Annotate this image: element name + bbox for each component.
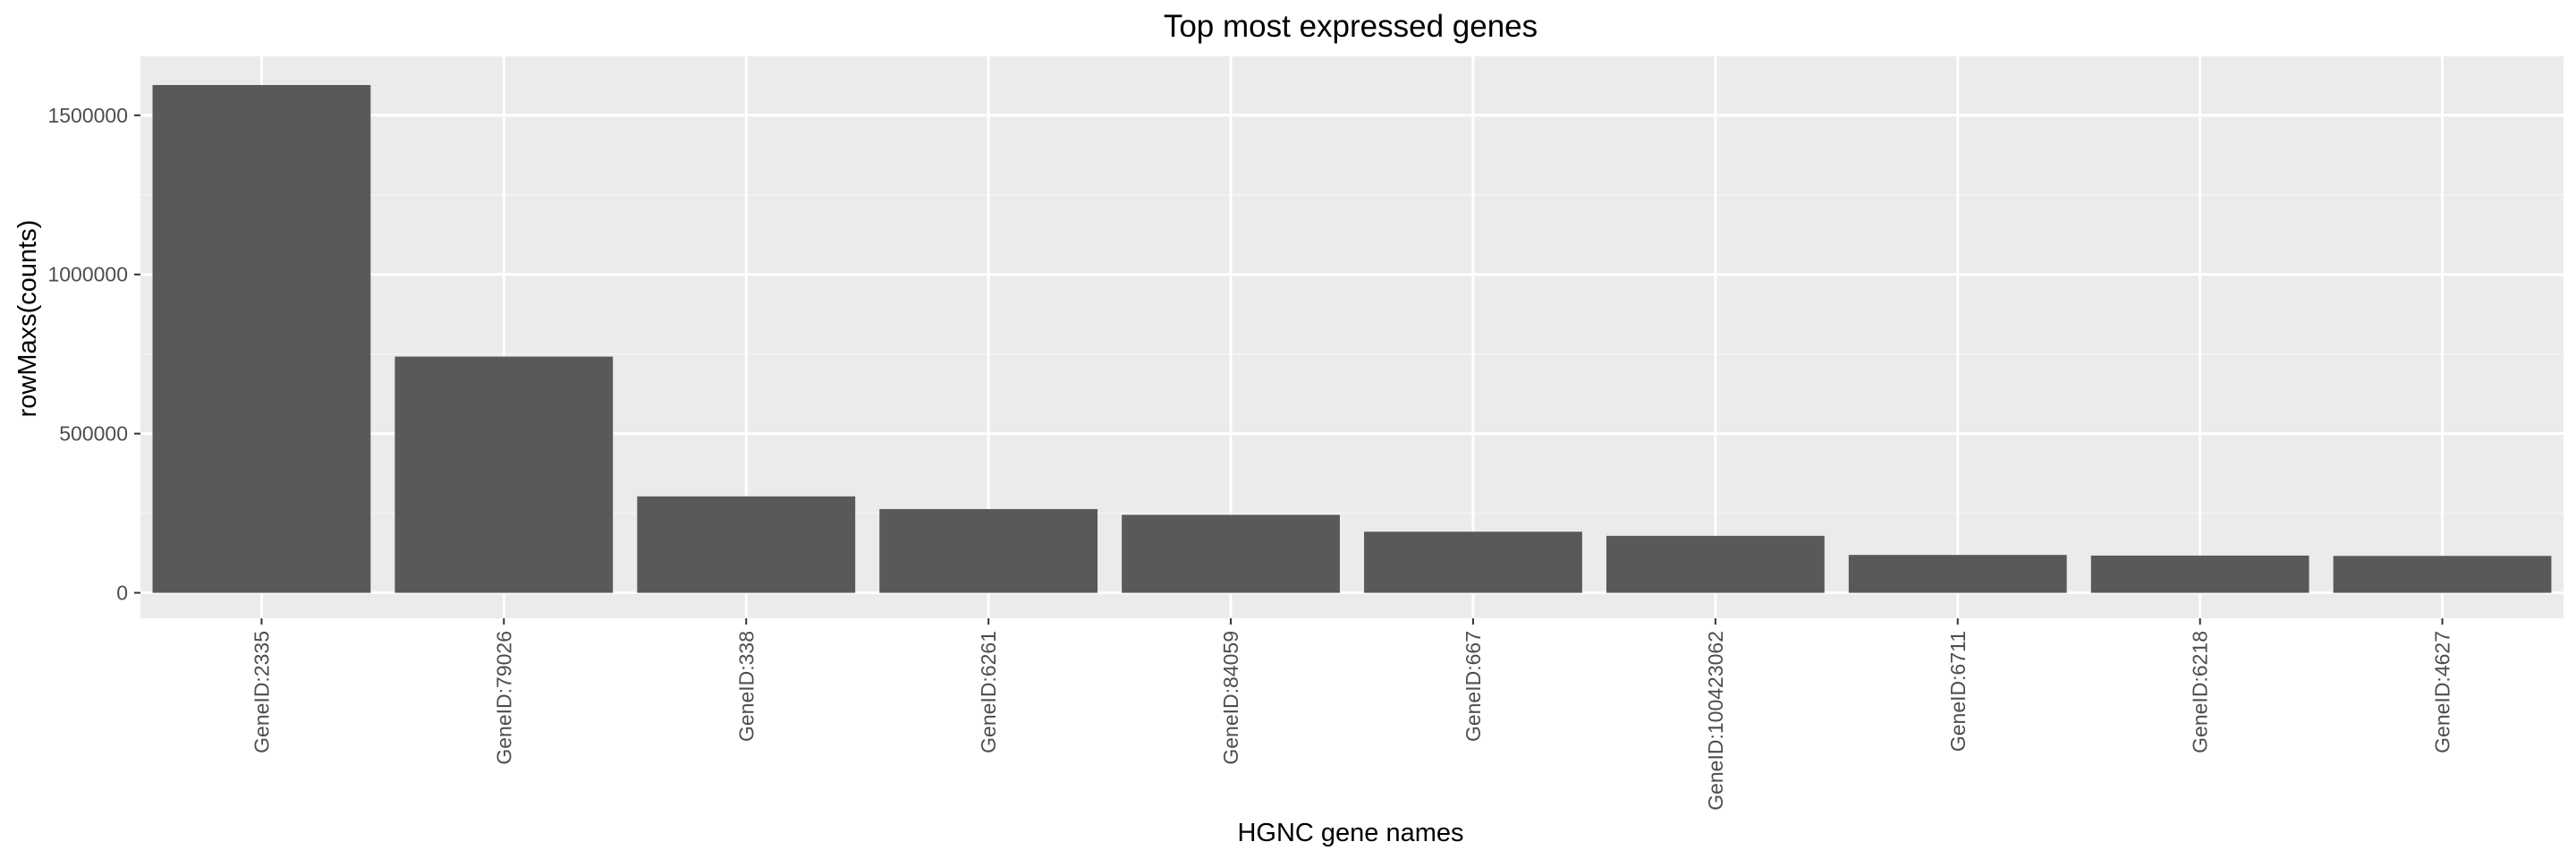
bar-geneid-6711 xyxy=(1848,555,2067,593)
y-tick-label: 0 xyxy=(116,582,128,605)
bar-geneid-6261 xyxy=(879,508,1098,593)
bar-geneid-79026 xyxy=(394,356,614,593)
x-tick-label: GeneID:667 xyxy=(1462,631,1485,742)
x-tick-label: GeneID:100423062 xyxy=(1704,631,1727,811)
x-tick-label: GeneID:338 xyxy=(734,631,758,742)
bar-geneid-338 xyxy=(637,496,856,593)
x-tick-label: GeneID:6711 xyxy=(1946,631,1970,752)
x-tick-label: GeneID:84059 xyxy=(1219,631,1242,765)
bar-geneid-667 xyxy=(1364,532,1582,593)
y-axis-title: rowMaxs(counts) xyxy=(13,220,42,418)
x-axis-title: HGNC gene names xyxy=(1237,819,1463,847)
y-tick-label: 1500000 xyxy=(47,104,128,127)
y-tick-label: 1000000 xyxy=(47,263,128,286)
bar-geneid-2335 xyxy=(152,85,371,593)
bar-geneid-84059 xyxy=(1122,515,1340,593)
x-axis: GeneID:2335 GeneID:79026 GeneID:338 GeneID:… xyxy=(250,618,2454,811)
x-tick-label: GeneID:6261 xyxy=(977,631,1000,753)
x-tick-label: GeneID:4627 xyxy=(2431,631,2454,753)
bar-geneid-4627 xyxy=(2333,556,2552,593)
bars xyxy=(152,85,2552,593)
x-tick-label: GeneID:6218 xyxy=(2189,631,2212,753)
x-tick-label: GeneID:2335 xyxy=(250,631,273,753)
bar-geneid-100423062 xyxy=(1606,535,1825,593)
x-tick-label: GeneID:79026 xyxy=(492,631,515,765)
y-tick-label: 500000 xyxy=(59,422,128,446)
bar-geneid-6218 xyxy=(2090,555,2309,593)
chart-title: Top most expressed genes xyxy=(1164,9,1538,44)
y-axis: 0 500000 1000000 1500000 xyxy=(47,104,140,605)
